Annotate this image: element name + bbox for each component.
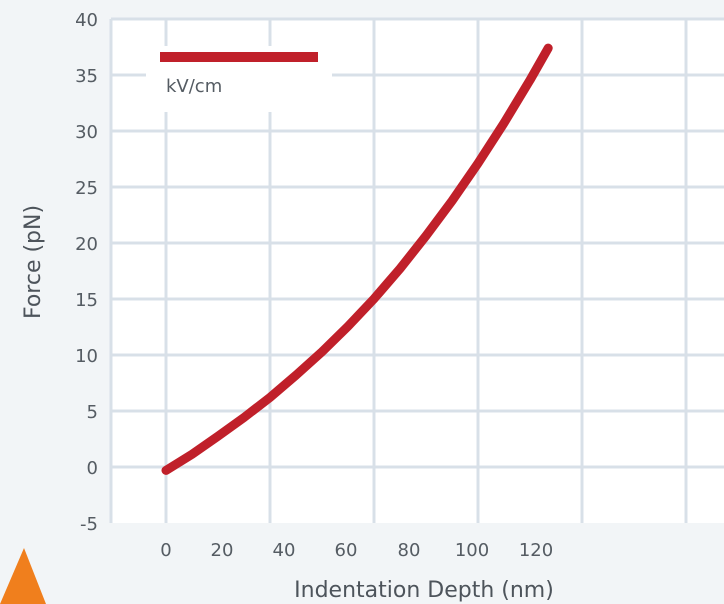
- y-tick-label: 35: [75, 66, 98, 87]
- x-tick-label: 0: [160, 540, 171, 561]
- y-tick-label: 20: [75, 234, 98, 255]
- y-tick-label: 25: [75, 178, 98, 199]
- legend-label: kV/cm: [166, 76, 222, 97]
- x-tick-label: 20: [211, 540, 234, 561]
- x-tick-label: 80: [398, 540, 421, 561]
- x-tick-label: 100: [455, 540, 489, 561]
- y-tick-label: 40: [75, 10, 98, 31]
- y-tick-label: -5: [80, 514, 98, 535]
- x-tick-label: 60: [335, 540, 358, 561]
- y-tick-labels: -5 0 5 10 15 20 25 30 35 40: [75, 10, 98, 535]
- x-tick-label: 120: [519, 540, 553, 561]
- y-tick-label: 0: [87, 458, 98, 479]
- y-tick-label: 30: [75, 122, 98, 143]
- legend: kV/cm: [146, 46, 332, 112]
- y-tick-label: 15: [75, 290, 98, 311]
- y-axis-title: Force (pN): [21, 205, 46, 319]
- x-tick-labels: 0 20 40 60 80 100 120: [160, 540, 553, 561]
- y-tick-label: 5: [87, 402, 98, 423]
- corner-accent: [0, 548, 46, 604]
- y-tick-label: 10: [75, 346, 98, 367]
- x-axis-title: Indentation Depth (nm): [294, 578, 554, 603]
- x-tick-label: 40: [273, 540, 296, 561]
- series-line: [161, 43, 553, 475]
